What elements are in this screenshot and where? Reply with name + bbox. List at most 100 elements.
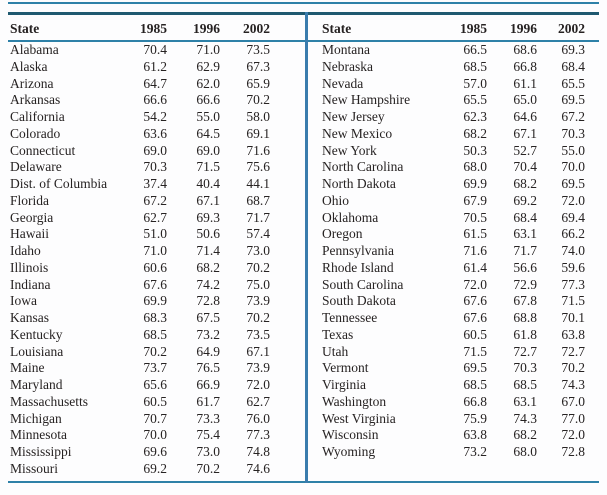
value-cell: 72.0 — [561, 427, 585, 443]
table-row: New Mexico 68.2 67.1 70.3 — [322, 126, 585, 143]
value-cell: 67.6 — [143, 276, 167, 292]
value-cell: 63.1 — [513, 393, 537, 409]
state-name: Kansas — [10, 310, 49, 325]
value-cell: 61.7 — [196, 393, 220, 409]
value-cell: 71.7 — [513, 243, 537, 258]
state-name: Maine — [10, 360, 45, 376]
table-row: New York 50.3 52.7 55.0 — [322, 143, 585, 160]
value-cell: 69.2 — [143, 460, 167, 476]
value-cell: 66.6 — [196, 92, 220, 108]
state-name: North Carolina — [322, 159, 404, 175]
table-row: Tennessee 67.6 68.8 70.1 — [322, 310, 585, 327]
value-cell: 75.0 — [246, 276, 270, 292]
state-name: Michigan — [10, 410, 62, 426]
value-cell: 62.7 — [246, 393, 270, 409]
value-cell: 73.2 — [196, 326, 220, 342]
state-name: New Hampshire — [322, 92, 411, 108]
value-cell: 66.8 — [463, 393, 487, 409]
value-cell: 68.2 — [513, 176, 537, 191]
value-cell: 72.8 — [561, 444, 585, 459]
value-cell: 72.0 — [561, 192, 585, 208]
value-cell: 74.6 — [246, 460, 270, 476]
header-top-rule — [8, 12, 599, 15]
state-name: Colorado — [10, 125, 61, 141]
header-row: State 1985 1996 2002 — [10, 15, 270, 42]
table-row: Arizona 64.7 62.0 65.9 — [10, 76, 270, 93]
table-row: Kansas 68.3 67.5 70.2 — [10, 310, 270, 327]
value-cell: 55.0 — [561, 142, 585, 158]
table-row: Nebraska 68.5 66.8 68.4 — [322, 59, 585, 76]
value-cell: 69.3 — [196, 209, 220, 225]
value-cell: 77.3 — [246, 427, 270, 443]
state-name: New Jersey — [322, 109, 385, 124]
table-row: Georgia 62.7 69.3 71.7 — [10, 210, 270, 227]
value-cell: 68.4 — [513, 209, 537, 225]
state-name: Louisiana — [10, 343, 64, 359]
table-row: Connecticut 69.0 69.0 71.6 — [10, 143, 270, 160]
state-name: Indiana — [10, 276, 51, 292]
value-cell: 75.4 — [196, 427, 220, 443]
table-row: South Carolina 72.0 72.9 77.3 — [322, 277, 585, 294]
value-cell: 70.4 — [143, 42, 167, 57]
value-cell: 70.5 — [463, 209, 487, 225]
value-cell: 71.6 — [463, 243, 487, 258]
value-cell: 64.9 — [196, 343, 220, 359]
state-name: Oregon — [322, 226, 363, 242]
value-cell: 73.5 — [246, 326, 270, 342]
value-cell: 68.0 — [513, 444, 537, 459]
value-cell: 70.0 — [143, 427, 167, 443]
value-cell: 61.4 — [463, 259, 487, 275]
value-cell: 66.5 — [463, 42, 487, 57]
value-cell: 69.0 — [196, 142, 220, 158]
state-name: Alaska — [10, 58, 48, 74]
state-name: Massachusetts — [10, 393, 88, 409]
value-cell: 64.7 — [143, 75, 167, 91]
value-cell: 62.3 — [463, 109, 487, 124]
value-cell: 76.5 — [196, 360, 220, 376]
value-cell: 60.5 — [463, 326, 487, 342]
value-cell: 68.7 — [246, 192, 270, 208]
value-cell: 75.9 — [463, 410, 487, 426]
state-name: Wisconsin — [322, 427, 379, 443]
state-name: North Dakota — [322, 176, 396, 191]
state-name: Nebraska — [322, 58, 373, 74]
state-name: Florida — [10, 192, 49, 208]
value-cell: 69.6 — [143, 444, 167, 459]
value-cell: 70.2 — [246, 92, 270, 108]
table-row: Vermont 69.5 70.3 70.2 — [322, 360, 585, 377]
value-cell: 67.2 — [143, 192, 167, 208]
value-cell: 73.7 — [143, 360, 167, 376]
table-row: Maryland 65.6 66.9 72.0 — [10, 377, 270, 394]
state-name: Virginia — [322, 377, 366, 392]
state-name: Georgia — [10, 209, 54, 225]
table-row: New Hampshire 65.5 65.0 69.5 — [322, 92, 585, 109]
value-cell: 60.6 — [143, 259, 167, 275]
table-row: Dist. of Columbia 37.4 40.4 44.1 — [10, 176, 270, 193]
table-row: Iowa 69.9 72.8 73.9 — [10, 293, 270, 310]
value-cell: 67.2 — [561, 109, 585, 124]
value-cell: 76.0 — [246, 410, 270, 426]
table-row: South Dakota 67.6 67.8 71.5 — [322, 293, 585, 310]
column-header-1996: 1996 — [510, 20, 537, 36]
table-row: Michigan 70.7 73.3 76.0 — [10, 411, 270, 428]
table-row: Rhode Island 61.4 56.6 59.6 — [322, 260, 585, 277]
table-row: Massachusetts 60.5 61.7 62.7 — [10, 394, 270, 411]
table-row: Louisiana 70.2 64.9 67.1 — [10, 344, 270, 361]
state-name: Texas — [322, 326, 354, 342]
column-header-2002: 2002 — [558, 20, 585, 36]
value-cell: 73.9 — [246, 293, 270, 309]
value-cell: 68.8 — [513, 310, 537, 325]
value-cell: 68.2 — [513, 427, 537, 443]
value-cell: 74.0 — [561, 243, 585, 258]
value-cell: 71.0 — [196, 42, 220, 57]
value-cell: 71.7 — [246, 209, 270, 225]
column-header-1996: 1996 — [193, 20, 220, 36]
table-row: California 54.2 55.0 58.0 — [10, 109, 270, 126]
value-cell: 74.3 — [561, 377, 585, 392]
column-header-state: State — [322, 20, 352, 36]
value-cell: 69.5 — [561, 92, 585, 108]
state-name: Utah — [322, 343, 349, 359]
value-cell: 72.0 — [246, 377, 270, 392]
value-cell: 60.5 — [143, 393, 167, 409]
state-name: Illinois — [10, 259, 49, 275]
